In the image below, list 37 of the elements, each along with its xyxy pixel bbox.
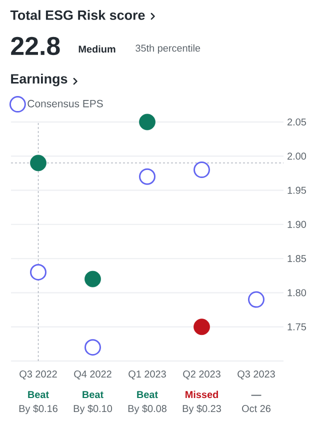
x-tick-label: Q2 2023 [183,370,220,380]
text: Beat [82,391,104,398]
point [139,168,156,185]
x-tick-label: Q3 2022 [20,370,57,380]
point [194,162,210,178]
y-tick-label: 1.95 [288,186,306,194]
text: By $0.16 [19,404,58,414]
text: Oct 26 [242,405,270,412]
text: Beat [28,391,49,398]
x-tick-label: Q1 2023 [128,370,166,380]
point [84,339,101,356]
point [194,318,210,336]
y-tick-label: 1.90 [288,220,306,228]
text: 22.8 [11,36,60,56]
point [248,291,265,308]
text: 35th percentile [136,44,200,54]
text: Missed [186,390,218,398]
y-tick-label: 1.75 [288,323,306,330]
x-tick-label: Q3 2023 [238,370,275,380]
legend-label: Consensus EPS [28,100,103,108]
y-tick-label: 2.00 [288,152,306,160]
text: By $0.10 [74,404,112,414]
y-tick-label: 2.05 [288,118,306,126]
x-tick-label: Q4 2022 [74,370,112,380]
point [30,264,46,280]
y-tick-label: 1.80 [288,289,306,296]
y-tick-label: 1.85 [288,255,306,262]
point [139,114,156,130]
text: By $0.23 [182,404,221,414]
text: — [251,394,262,396]
point [30,154,46,172]
text: By $0.08 [128,404,166,414]
text: Medium [78,45,116,53]
point [84,270,101,288]
text: Total ESG Risk score [10,10,145,20]
text: Beat [137,391,158,398]
chart-title: Earnings [11,74,68,86]
